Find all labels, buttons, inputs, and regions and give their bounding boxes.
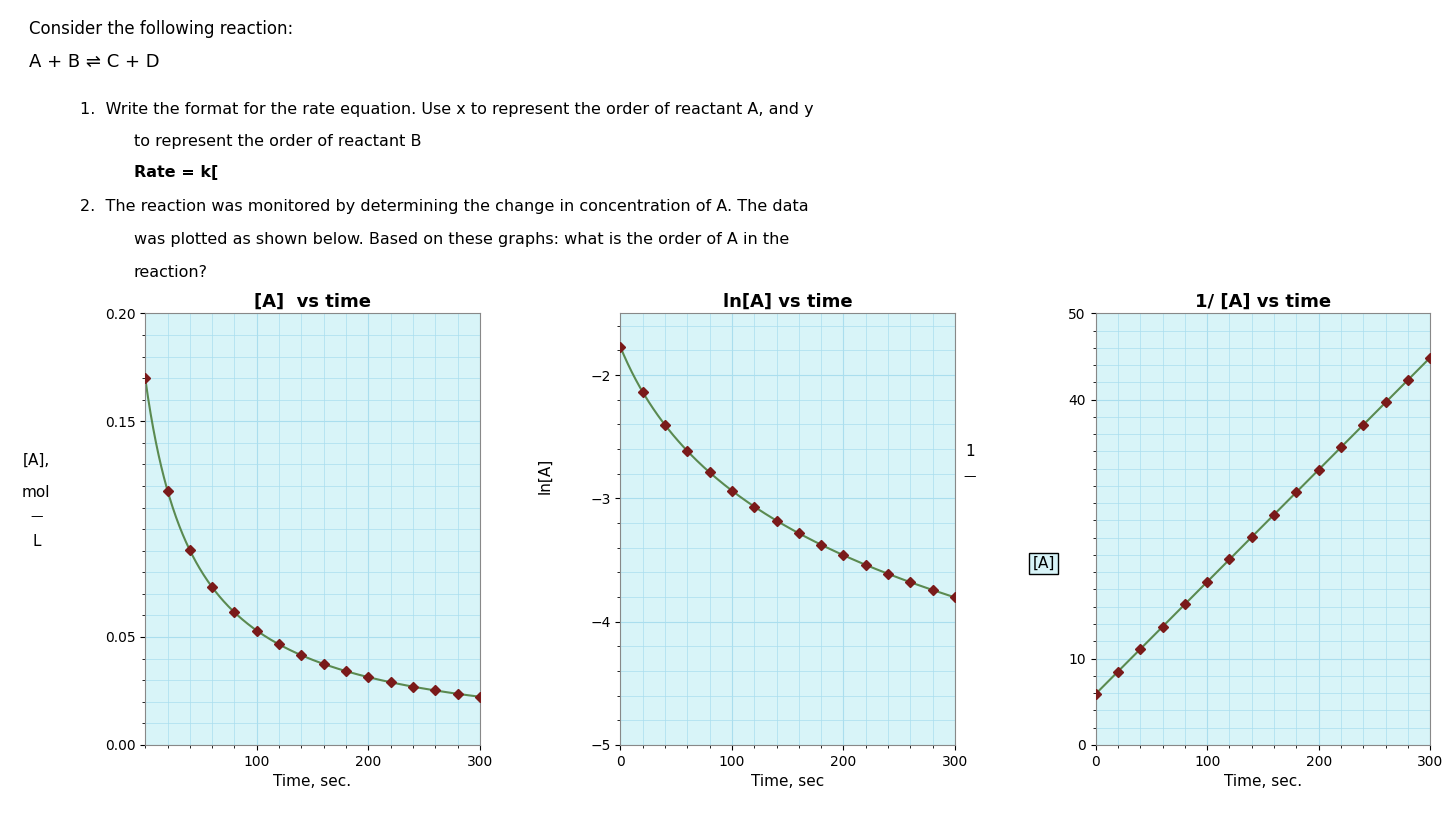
Text: 1.  Write the format for the rate equation. Use x to represent the order of reac: 1. Write the format for the rate equatio… — [80, 102, 813, 116]
Text: [A]: [A] — [1032, 556, 1056, 571]
Title: 1/ [A] vs time: 1/ [A] vs time — [1195, 292, 1331, 310]
Text: 1: 1 — [966, 444, 974, 459]
Text: reaction?: reaction? — [134, 265, 208, 279]
Title: [A]  vs time: [A] vs time — [254, 292, 372, 310]
Text: Rate = k[: Rate = k[ — [134, 165, 218, 180]
Text: Consider the following reaction:: Consider the following reaction: — [29, 20, 293, 38]
Text: 2.  The reaction was monitored by determining the change in concentration of A. : 2. The reaction was monitored by determi… — [80, 199, 809, 214]
Text: ln[A]: ln[A] — [537, 458, 552, 494]
X-axis label: Time, sec.: Time, sec. — [273, 774, 351, 789]
Text: —: — — [30, 510, 42, 523]
Text: to represent the order of reactant B: to represent the order of reactant B — [134, 134, 421, 149]
Text: [A],: [A], — [23, 453, 49, 467]
Text: —: — — [964, 470, 976, 483]
Text: was plotted as shown below. Based on these graphs: what is the order of A in the: was plotted as shown below. Based on the… — [134, 232, 788, 247]
X-axis label: Time, sec.: Time, sec. — [1224, 774, 1302, 789]
Title: ln[A] vs time: ln[A] vs time — [723, 292, 852, 310]
Text: A + B ⇌ C + D: A + B ⇌ C + D — [29, 53, 160, 71]
X-axis label: Time, sec: Time, sec — [751, 774, 825, 789]
Text: L: L — [32, 534, 41, 549]
Text: mol: mol — [22, 485, 51, 500]
